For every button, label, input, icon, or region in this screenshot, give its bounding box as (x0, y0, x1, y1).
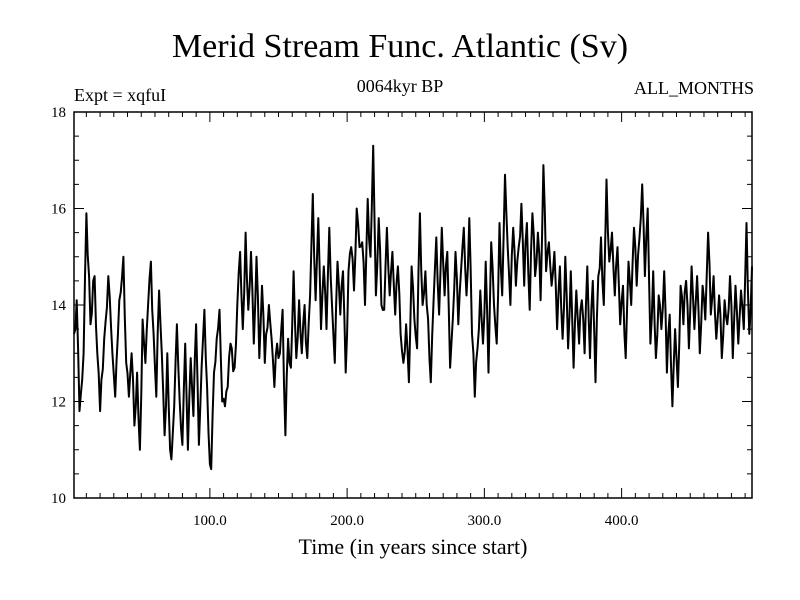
chart-title: Merid Stream Func. Atlantic (Sv) (171, 28, 629, 65)
plot-frame (73, 111, 753, 499)
months-label: ALL_MONTHS (634, 78, 754, 98)
y-tick-label: 12 (51, 395, 66, 411)
x-axis-label: Time (in years since start) (299, 534, 528, 559)
x-tick-label: 400.0 (605, 513, 639, 529)
y-tick-label: 14 (51, 298, 67, 314)
experiment-label: Expt = xqfuI (74, 85, 167, 105)
y-tick-label: 10 (51, 491, 66, 507)
x-tick-label: 300.0 (467, 513, 501, 529)
x-tick-label: 100.0 (193, 513, 227, 529)
y-tick-label: 16 (51, 202, 67, 218)
tick-labels: 100.0 200.0 300.0 400.0 10 12 14 16 18 (51, 105, 638, 529)
series-line (73, 144, 753, 471)
x-tick-label: 200.0 (330, 513, 364, 529)
y-tick-label: 18 (51, 105, 66, 121)
chart-subtitle: 0064kyr BP (356, 76, 444, 96)
